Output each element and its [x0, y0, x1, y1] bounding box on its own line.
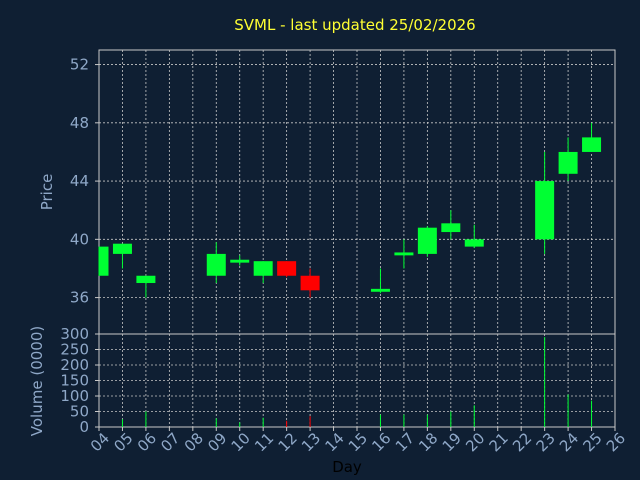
x-tick-label: 16	[368, 429, 394, 455]
x-tick-label: 04	[87, 429, 113, 455]
x-tick-label: 11	[251, 429, 277, 455]
x-tick-label: 22	[509, 429, 535, 455]
volume-tick-label: 0	[79, 418, 89, 436]
x-tick-label: 13	[298, 429, 324, 455]
x-tick-label: 10	[228, 429, 254, 455]
volume-tick-label: 300	[60, 325, 89, 343]
x-tick-label: 19	[439, 429, 465, 455]
x-axis-ticks: 0405060708091011121314151617181920212223…	[87, 427, 629, 455]
candle-body	[464, 239, 484, 247]
candle-body	[370, 288, 390, 292]
candle-body	[582, 137, 602, 152]
x-tick-label: 15	[345, 429, 371, 455]
price-tick-label: 40	[70, 230, 89, 248]
candle-body	[253, 261, 273, 276]
x-tick-label: 23	[533, 429, 559, 455]
candle-body	[535, 181, 555, 240]
price-panel: 36 40 44 48 52	[70, 49, 616, 335]
x-tick-label: 20	[462, 429, 488, 455]
price-tick-label: 52	[70, 56, 89, 74]
x-tick-label: 07	[157, 429, 183, 455]
candle-body	[417, 227, 437, 254]
x-tick-label: 24	[556, 429, 582, 455]
x-tick-label: 14	[321, 429, 347, 455]
volume-tick-label: 150	[60, 372, 89, 390]
candle-body	[230, 259, 250, 263]
x-tick-label: 12	[275, 429, 301, 455]
candle-body	[441, 223, 461, 233]
x-tick-label: 21	[486, 429, 512, 455]
price-tick-label: 48	[70, 114, 89, 132]
candle-body	[99, 246, 109, 276]
x-tick-label: 17	[392, 429, 418, 455]
x-tick-label: 06	[134, 429, 160, 455]
candle-body	[558, 151, 578, 174]
candle-body	[300, 275, 320, 291]
volume-axis-label: Volume (0000)	[28, 326, 46, 436]
x-tick-label: 09	[204, 429, 230, 455]
candle-body	[394, 252, 414, 256]
candle-body	[206, 253, 226, 276]
candle-body	[277, 261, 297, 276]
x-tick-label: 26	[603, 429, 629, 455]
x-axis-label: Day	[332, 458, 362, 476]
candle-body	[112, 243, 132, 254]
x-tick-label: 18	[415, 429, 441, 455]
price-axis-label: Price	[38, 174, 56, 211]
price-tick-label: 44	[70, 172, 89, 190]
x-tick-label: 08	[181, 429, 207, 455]
candle-body	[136, 275, 156, 284]
volume-tick-label: 100	[60, 387, 89, 405]
volume-tick-label: 200	[60, 356, 89, 374]
chart-title: SVML - last updated 25/02/2026	[234, 16, 475, 34]
x-tick-label: 25	[579, 429, 605, 455]
volume-tick-label: 250	[60, 341, 89, 359]
x-tick-label: 05	[110, 429, 136, 455]
price-tick-label: 36	[70, 289, 89, 307]
volume-tick-label: 50	[70, 403, 89, 421]
